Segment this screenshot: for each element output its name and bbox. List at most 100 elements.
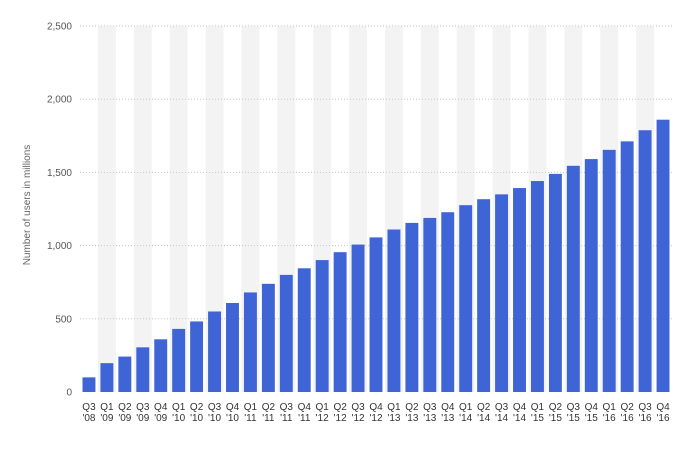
bar[interactable] bbox=[656, 119, 670, 393]
x-tick-label-year: '12 bbox=[352, 413, 365, 424]
bar[interactable] bbox=[530, 181, 544, 392]
x-tick-label-year: '11 bbox=[298, 413, 311, 424]
y-tick-label: 1,500 bbox=[47, 168, 72, 179]
bar[interactable] bbox=[118, 356, 132, 392]
bar[interactable] bbox=[459, 205, 473, 392]
x-tick-label-quarter: Q3 bbox=[423, 402, 437, 413]
x-tick-label-year: '15 bbox=[549, 413, 562, 424]
x-tick-label-quarter: Q2 bbox=[262, 402, 276, 413]
x-tick-label-quarter: Q4 bbox=[154, 402, 168, 413]
x-tick-label-year: '10 bbox=[226, 413, 239, 424]
x-axis-ticks: Q3'08Q1'09Q2'09Q3'09Q4'09Q1'10Q2'10Q3'10… bbox=[82, 402, 670, 424]
y-tick-label: 2,500 bbox=[47, 22, 72, 33]
bar[interactable] bbox=[477, 199, 491, 392]
x-tick-label-quarter: Q2 bbox=[477, 402, 491, 413]
y-tick-label: 500 bbox=[55, 314, 72, 325]
bar[interactable] bbox=[82, 377, 96, 392]
x-tick-label-year: '13 bbox=[405, 413, 418, 424]
x-tick-label-quarter: Q1 bbox=[244, 402, 258, 413]
bar[interactable] bbox=[566, 165, 580, 392]
x-tick-label-quarter: Q4 bbox=[585, 402, 599, 413]
y-axis-title: Number of users in millions bbox=[22, 145, 33, 266]
bar[interactable] bbox=[315, 260, 329, 392]
x-tick-label-quarter: Q1 bbox=[603, 402, 617, 413]
bar[interactable] bbox=[405, 222, 419, 392]
x-tick-label-year: '16 bbox=[657, 413, 670, 424]
bar[interactable] bbox=[423, 217, 437, 392]
bar[interactable] bbox=[351, 244, 365, 392]
x-tick-label-quarter: Q1 bbox=[387, 402, 401, 413]
bar[interactable] bbox=[387, 229, 401, 392]
x-tick-label-quarter: Q1 bbox=[459, 402, 473, 413]
bar[interactable] bbox=[297, 268, 311, 392]
y-axis-ticks: 0 500 1,000 1,500 2,000 2,500 bbox=[47, 22, 72, 399]
bars bbox=[82, 119, 670, 393]
x-tick-label-year: '14 bbox=[477, 413, 490, 424]
bar[interactable] bbox=[602, 149, 616, 392]
x-tick-label-year: '08 bbox=[82, 413, 95, 424]
x-tick-label-year: '13 bbox=[387, 413, 400, 424]
x-tick-label-year: '09 bbox=[118, 413, 131, 424]
x-tick-label-year: '10 bbox=[208, 413, 221, 424]
x-tick-label-quarter: Q4 bbox=[656, 402, 670, 413]
bar[interactable] bbox=[190, 321, 204, 392]
x-tick-label-year: '14 bbox=[513, 413, 526, 424]
column-stripe bbox=[97, 26, 116, 392]
bar[interactable] bbox=[638, 130, 652, 392]
column-stripe bbox=[169, 26, 188, 392]
x-tick-label-quarter: Q1 bbox=[172, 402, 186, 413]
x-tick-label-quarter: Q4 bbox=[298, 402, 312, 413]
x-tick-label-year: '10 bbox=[172, 413, 185, 424]
column-stripe bbox=[133, 26, 152, 392]
x-tick-label-year: '13 bbox=[441, 413, 454, 424]
x-tick-label-quarter: Q1 bbox=[531, 402, 545, 413]
x-tick-label-quarter: Q3 bbox=[351, 402, 365, 413]
bar[interactable] bbox=[226, 302, 239, 392]
x-tick-label-year: '13 bbox=[423, 413, 436, 424]
bar[interactable] bbox=[136, 347, 150, 392]
bar[interactable] bbox=[172, 328, 186, 392]
x-tick-label-year: '11 bbox=[280, 413, 293, 424]
bar[interactable] bbox=[584, 159, 598, 392]
bar[interactable] bbox=[513, 188, 526, 392]
x-tick-label-quarter: Q2 bbox=[405, 402, 419, 413]
x-tick-label-quarter: Q2 bbox=[190, 402, 204, 413]
x-tick-label-year: '15 bbox=[585, 413, 598, 424]
y-tick-label: 0 bbox=[66, 388, 72, 399]
x-tick-label-quarter: Q3 bbox=[82, 402, 96, 413]
bar[interactable] bbox=[333, 252, 347, 392]
x-tick-label-quarter: Q2 bbox=[333, 402, 347, 413]
bar[interactable] bbox=[620, 141, 634, 392]
bar[interactable] bbox=[548, 173, 562, 392]
bar[interactable] bbox=[154, 339, 168, 392]
bar[interactable] bbox=[279, 274, 293, 392]
x-tick-label-quarter: Q3 bbox=[280, 402, 294, 413]
bar[interactable] bbox=[495, 194, 509, 392]
x-tick-label-quarter: Q4 bbox=[369, 402, 383, 413]
x-tick-label-quarter: Q3 bbox=[638, 402, 652, 413]
bar[interactable] bbox=[441, 212, 455, 392]
x-tick-label-quarter: Q1 bbox=[316, 402, 330, 413]
x-tick-label-quarter: Q3 bbox=[208, 402, 222, 413]
x-tick-label-year: '14 bbox=[459, 413, 472, 424]
column-stripe bbox=[205, 26, 224, 392]
x-tick-label-quarter: Q3 bbox=[567, 402, 581, 413]
x-tick-label-year: '09 bbox=[154, 413, 167, 424]
bar[interactable] bbox=[243, 292, 257, 392]
x-tick-label-year: '16 bbox=[603, 413, 616, 424]
bar[interactable] bbox=[261, 283, 275, 392]
x-tick-label-quarter: Q2 bbox=[549, 402, 563, 413]
x-tick-label-year: '11 bbox=[262, 413, 275, 424]
x-tick-label-year: '10 bbox=[190, 413, 203, 424]
x-tick-label-quarter: Q3 bbox=[136, 402, 150, 413]
x-tick-label-year: '16 bbox=[639, 413, 652, 424]
y-tick-label: 2,000 bbox=[47, 95, 72, 106]
x-tick-label-year: '15 bbox=[531, 413, 544, 424]
x-tick-label-quarter: Q4 bbox=[513, 402, 527, 413]
bar[interactable] bbox=[208, 311, 222, 392]
x-tick-label-year: '12 bbox=[334, 413, 347, 424]
bar[interactable] bbox=[100, 363, 114, 392]
bar[interactable] bbox=[369, 237, 383, 392]
